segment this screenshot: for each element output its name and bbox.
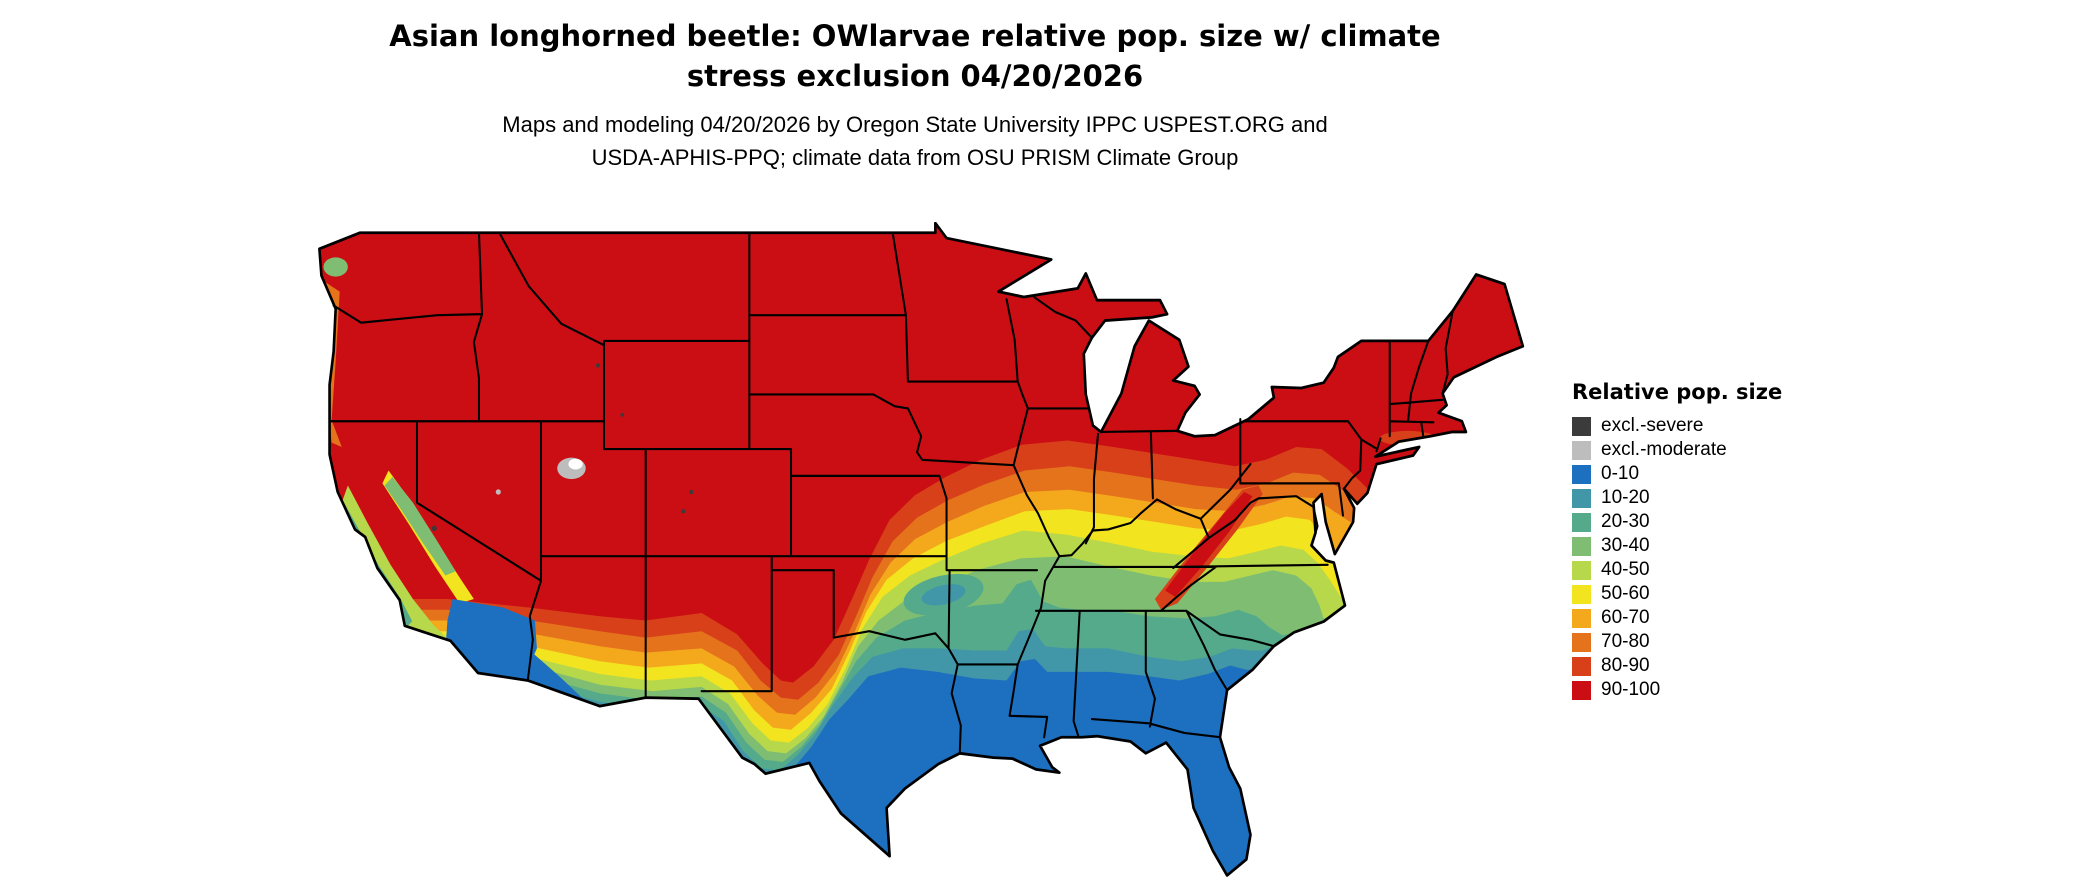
legend-swatch xyxy=(1572,560,1591,580)
legend-swatch xyxy=(1572,512,1591,532)
speck-co-severe-1 xyxy=(689,489,694,495)
legend-label: 10-20 xyxy=(1601,487,1650,508)
subtitle-line2: USDA-APHIS-PPQ; climate data from OSU PR… xyxy=(591,145,1239,170)
us-choropleth-map xyxy=(295,222,1530,884)
legend-swatch xyxy=(1572,584,1591,604)
band-0-10 xyxy=(319,650,1523,876)
legend-row: 30-40 xyxy=(1572,534,1832,558)
header: Asian longhorned beetle: OWlarvae relati… xyxy=(265,16,1565,174)
legend-row: excl.-moderate xyxy=(1572,438,1832,462)
legend-swatch xyxy=(1572,488,1591,508)
legend-swatch xyxy=(1572,632,1591,652)
legend-swatch xyxy=(1572,536,1591,556)
patch-ozark-core xyxy=(921,584,966,606)
legend-row: 0-10 xyxy=(1572,462,1832,486)
legend-row: 90-100 xyxy=(1572,678,1832,702)
legend-swatch xyxy=(1572,440,1591,460)
speck-wy-severe xyxy=(620,412,625,417)
legend-swatch xyxy=(1572,608,1591,628)
legend-rows: excl.-severe excl.-moderate 0-10 10-20 20-30… xyxy=(1572,414,1832,702)
legend-swatch xyxy=(1572,416,1591,436)
speck-sierra-severe xyxy=(431,525,437,532)
legend-row: 70-80 xyxy=(1572,630,1832,654)
legend-label: 80-90 xyxy=(1601,655,1650,676)
legend-label: 20-30 xyxy=(1601,511,1650,532)
legend-row: 80-90 xyxy=(1572,654,1832,678)
legend-row: 10-20 xyxy=(1572,486,1832,510)
patch-olympic-green xyxy=(323,257,348,277)
legend-swatch xyxy=(1572,680,1591,700)
legend-row: 40-50 xyxy=(1572,558,1832,582)
patch-ca-coast-yellow xyxy=(341,485,468,664)
speck-co-severe-2 xyxy=(681,509,686,514)
patch-desert-blue xyxy=(445,599,537,679)
legend-row: 50-60 xyxy=(1572,582,1832,606)
patch-sierra-green xyxy=(384,476,456,576)
legend-label: 90-100 xyxy=(1601,679,1661,700)
legend-label: 50-60 xyxy=(1601,583,1650,604)
legend-row: 20-30 xyxy=(1572,510,1832,534)
legend-label: 70-80 xyxy=(1601,631,1650,652)
state-borders xyxy=(328,231,1454,755)
subtitle: Maps and modeling 04/20/2026 by Oregon S… xyxy=(265,108,1565,174)
patch-nv-gray-speck xyxy=(495,489,501,495)
legend-label: excl.-moderate xyxy=(1601,439,1727,460)
map-title-line2: stress exclusion 04/20/2026 xyxy=(686,59,1144,93)
legend-label: excl.-severe xyxy=(1601,415,1704,436)
legend: Relative pop. size excl.-severe excl.-mod… xyxy=(1572,380,1832,702)
legend-title: Relative pop. size xyxy=(1572,380,1783,404)
patch-appalachia-red xyxy=(1165,491,1253,597)
map-svg xyxy=(318,222,1525,877)
legend-label: 0-10 xyxy=(1601,463,1640,484)
patch-salt-lake-white xyxy=(568,458,583,470)
speck-mt-severe xyxy=(595,363,600,368)
subtitle-line1: Maps and modeling 04/20/2026 by Oregon S… xyxy=(502,112,1328,137)
legend-swatch xyxy=(1572,656,1591,676)
legend-row: 60-70 xyxy=(1572,606,1832,630)
legend-swatch xyxy=(1572,464,1591,484)
patch-ct-coast-orange xyxy=(1379,430,1437,446)
map-title-line1: Asian longhorned beetle: OWlarvae relati… xyxy=(389,19,1441,53)
legend-label: 30-40 xyxy=(1601,535,1650,556)
legend-row: excl.-severe xyxy=(1572,414,1832,438)
legend-label: 60-70 xyxy=(1601,607,1650,628)
legend-label: 40-50 xyxy=(1601,559,1650,580)
